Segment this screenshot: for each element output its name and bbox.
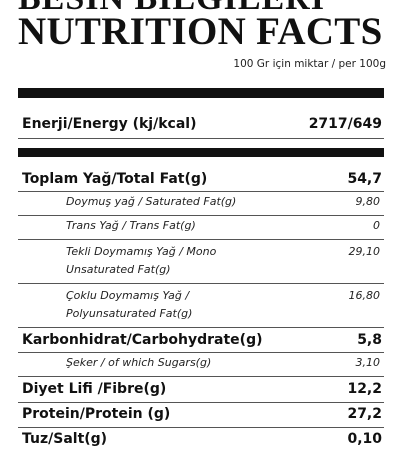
sugars-label: Şeker / of which Sugars(g) bbox=[66, 356, 212, 369]
poly-fat-label: Çoklu Doymamış Yağ / Polyunsaturated Fat… bbox=[66, 287, 192, 323]
carbohydrate-label: Karbonhidrat/Carbohydrate(g) bbox=[22, 332, 263, 348]
protein-value: 27,2 bbox=[347, 406, 382, 422]
trans-fat-row: Trans Yağ / Trans Fat(g) 0 bbox=[22, 219, 382, 235]
thick-divider bbox=[18, 148, 384, 157]
total-fat-row: Toplam Yağ/Total Fat(g) 54,7 bbox=[22, 171, 382, 189]
row-divider bbox=[18, 138, 384, 139]
poly-fat-label-line2: Polyunsaturated Fat(g) bbox=[66, 307, 193, 320]
page-title: NUTRITION FACTS bbox=[18, 10, 383, 53]
serving-size-note: 100 Gr için miktar / per 100g bbox=[233, 58, 386, 70]
trans-fat-value: 0 bbox=[373, 219, 380, 232]
carbohydrate-value: 5,8 bbox=[357, 332, 382, 348]
fibre-label: Diyet Lifi /Fibre(g) bbox=[22, 381, 167, 397]
mono-fat-label-line2: Unsaturated Fat(g) bbox=[66, 263, 171, 276]
saturated-fat-row: Doymuş yağ / Saturated Fat(g) 9,80 bbox=[22, 195, 382, 211]
trans-fat-label: Trans Yağ / Trans Fat(g) bbox=[66, 219, 196, 232]
total-fat-label: Toplam Yağ/Total Fat(g) bbox=[22, 171, 208, 187]
poly-fat-row: Çoklu Doymamış Yağ / Polyunsaturated Fat… bbox=[22, 287, 382, 325]
row-divider bbox=[18, 402, 384, 403]
row-divider bbox=[18, 239, 384, 240]
sugars-row: Şeker / of which Sugars(g) 3,10 bbox=[22, 356, 382, 372]
fibre-row: Diyet Lifi /Fibre(g) 12,2 bbox=[22, 381, 382, 399]
row-divider bbox=[18, 215, 384, 216]
mono-fat-row: Tekli Doymamış Yağ / Mono Unsaturated Fa… bbox=[22, 243, 382, 281]
row-divider bbox=[18, 327, 384, 328]
saturated-fat-value: 9,80 bbox=[355, 195, 381, 208]
sugars-value: 3,10 bbox=[355, 356, 381, 369]
saturated-fat-label: Doymuş yağ / Saturated Fat(g) bbox=[66, 195, 237, 208]
row-divider bbox=[18, 352, 384, 353]
salt-value: 0,10 bbox=[347, 431, 382, 447]
salt-row: Tuz/Salt(g) 0,10 bbox=[22, 431, 382, 449]
energy-value: 2717/649 bbox=[308, 116, 382, 132]
row-divider bbox=[18, 191, 384, 192]
poly-fat-label-line1: Çoklu Doymamış Yağ / bbox=[66, 289, 190, 302]
protein-label: Protein/Protein (g) bbox=[22, 406, 171, 422]
cut-off-title: BESIN BILGILERI bbox=[18, 0, 325, 18]
row-divider bbox=[18, 427, 384, 428]
mono-fat-label: Tekli Doymamış Yağ / Mono Unsaturated Fa… bbox=[66, 243, 216, 279]
row-divider bbox=[18, 376, 384, 377]
protein-row: Protein/Protein (g) 27,2 bbox=[22, 406, 382, 424]
fibre-value: 12,2 bbox=[347, 381, 382, 397]
total-fat-value: 54,7 bbox=[347, 171, 382, 187]
poly-fat-value: 16,80 bbox=[348, 289, 381, 302]
row-divider bbox=[18, 283, 384, 284]
mono-fat-value: 29,10 bbox=[348, 245, 381, 258]
thick-divider bbox=[18, 88, 384, 98]
salt-label: Tuz/Salt(g) bbox=[22, 431, 108, 447]
energy-label: Enerji/Energy (kj/kcal) bbox=[22, 116, 197, 132]
mono-fat-label-line1: Tekli Doymamış Yağ / Mono bbox=[66, 245, 217, 258]
carbohydrate-row: Karbonhidrat/Carbohydrate(g) 5,8 bbox=[22, 332, 382, 350]
energy-row: Enerji/Energy (kj/kcal) 2717/649 bbox=[22, 116, 382, 134]
